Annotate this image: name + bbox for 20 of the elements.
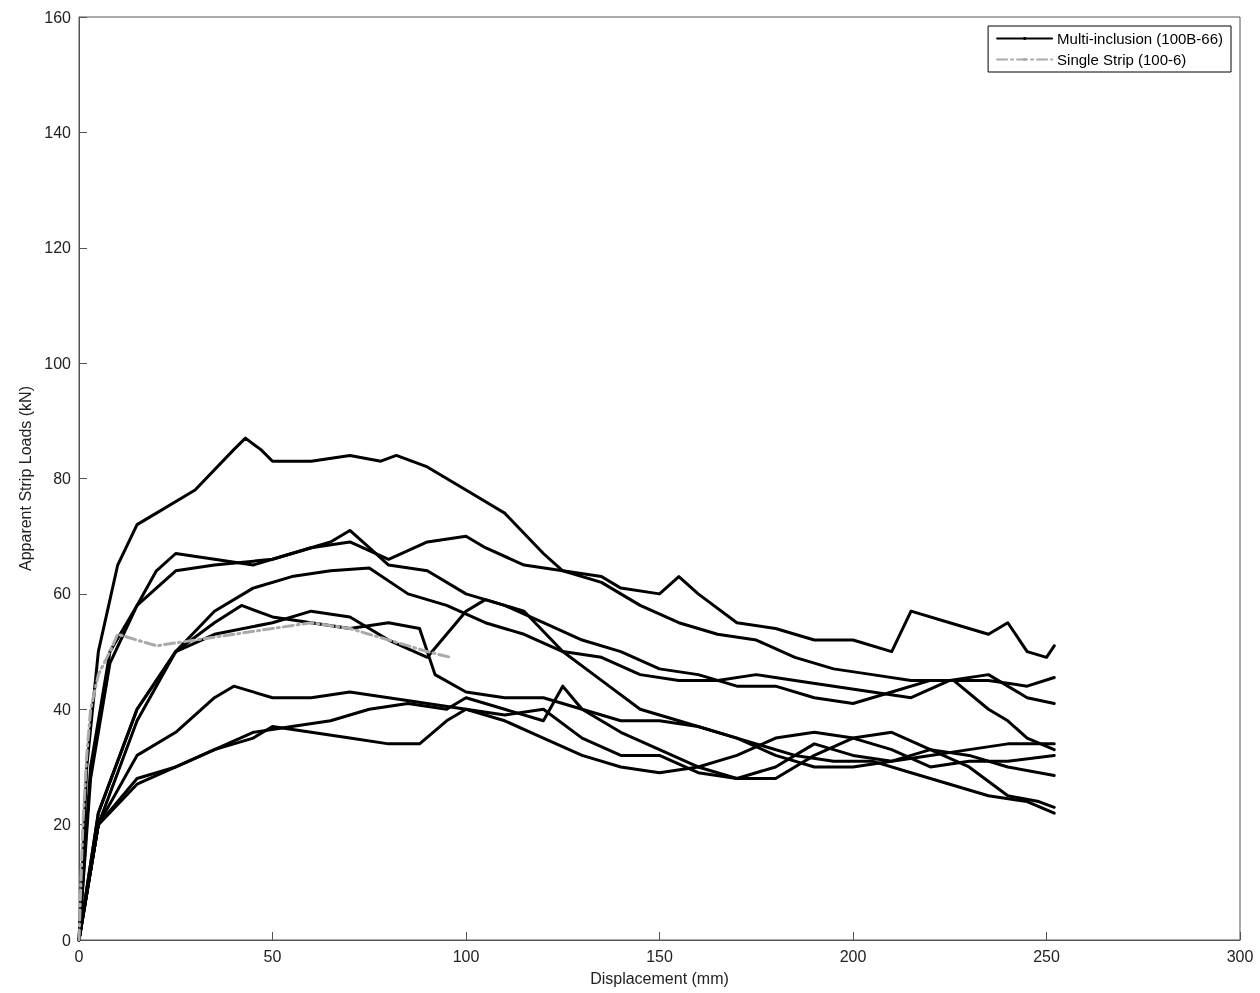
y-tick-label: 40 — [53, 700, 72, 718]
y-tick-label: 60 — [53, 585, 72, 603]
x-tick-label: 100 — [452, 947, 480, 965]
x-tick-label: 50 — [263, 947, 282, 965]
x-tick-label: 300 — [1226, 947, 1254, 965]
y-tick-label: 80 — [53, 470, 72, 487]
y-tick-label: 140 — [44, 123, 72, 141]
y-axis-title: Apparent Strip Loads (kN) — [16, 386, 34, 571]
y-tick-label: 100 — [44, 354, 72, 372]
x-tick-label: 250 — [1033, 947, 1060, 965]
legend-label: Single Strip (100-6) — [1057, 51, 1187, 68]
x-tick-label: 200 — [839, 947, 867, 965]
y-tick-label: 0 — [62, 931, 72, 949]
x-tick-label: 150 — [646, 947, 673, 965]
legend-label: Multi-inclusion (100B-66) — [1057, 30, 1224, 47]
x-tick-label: 0 — [74, 947, 84, 965]
y-tick-label: 120 — [44, 239, 72, 257]
y-tick-label: 160 — [44, 8, 72, 26]
y-tick-label: 20 — [53, 816, 72, 834]
x-axis-title: Displacement (mm) — [590, 969, 729, 987]
